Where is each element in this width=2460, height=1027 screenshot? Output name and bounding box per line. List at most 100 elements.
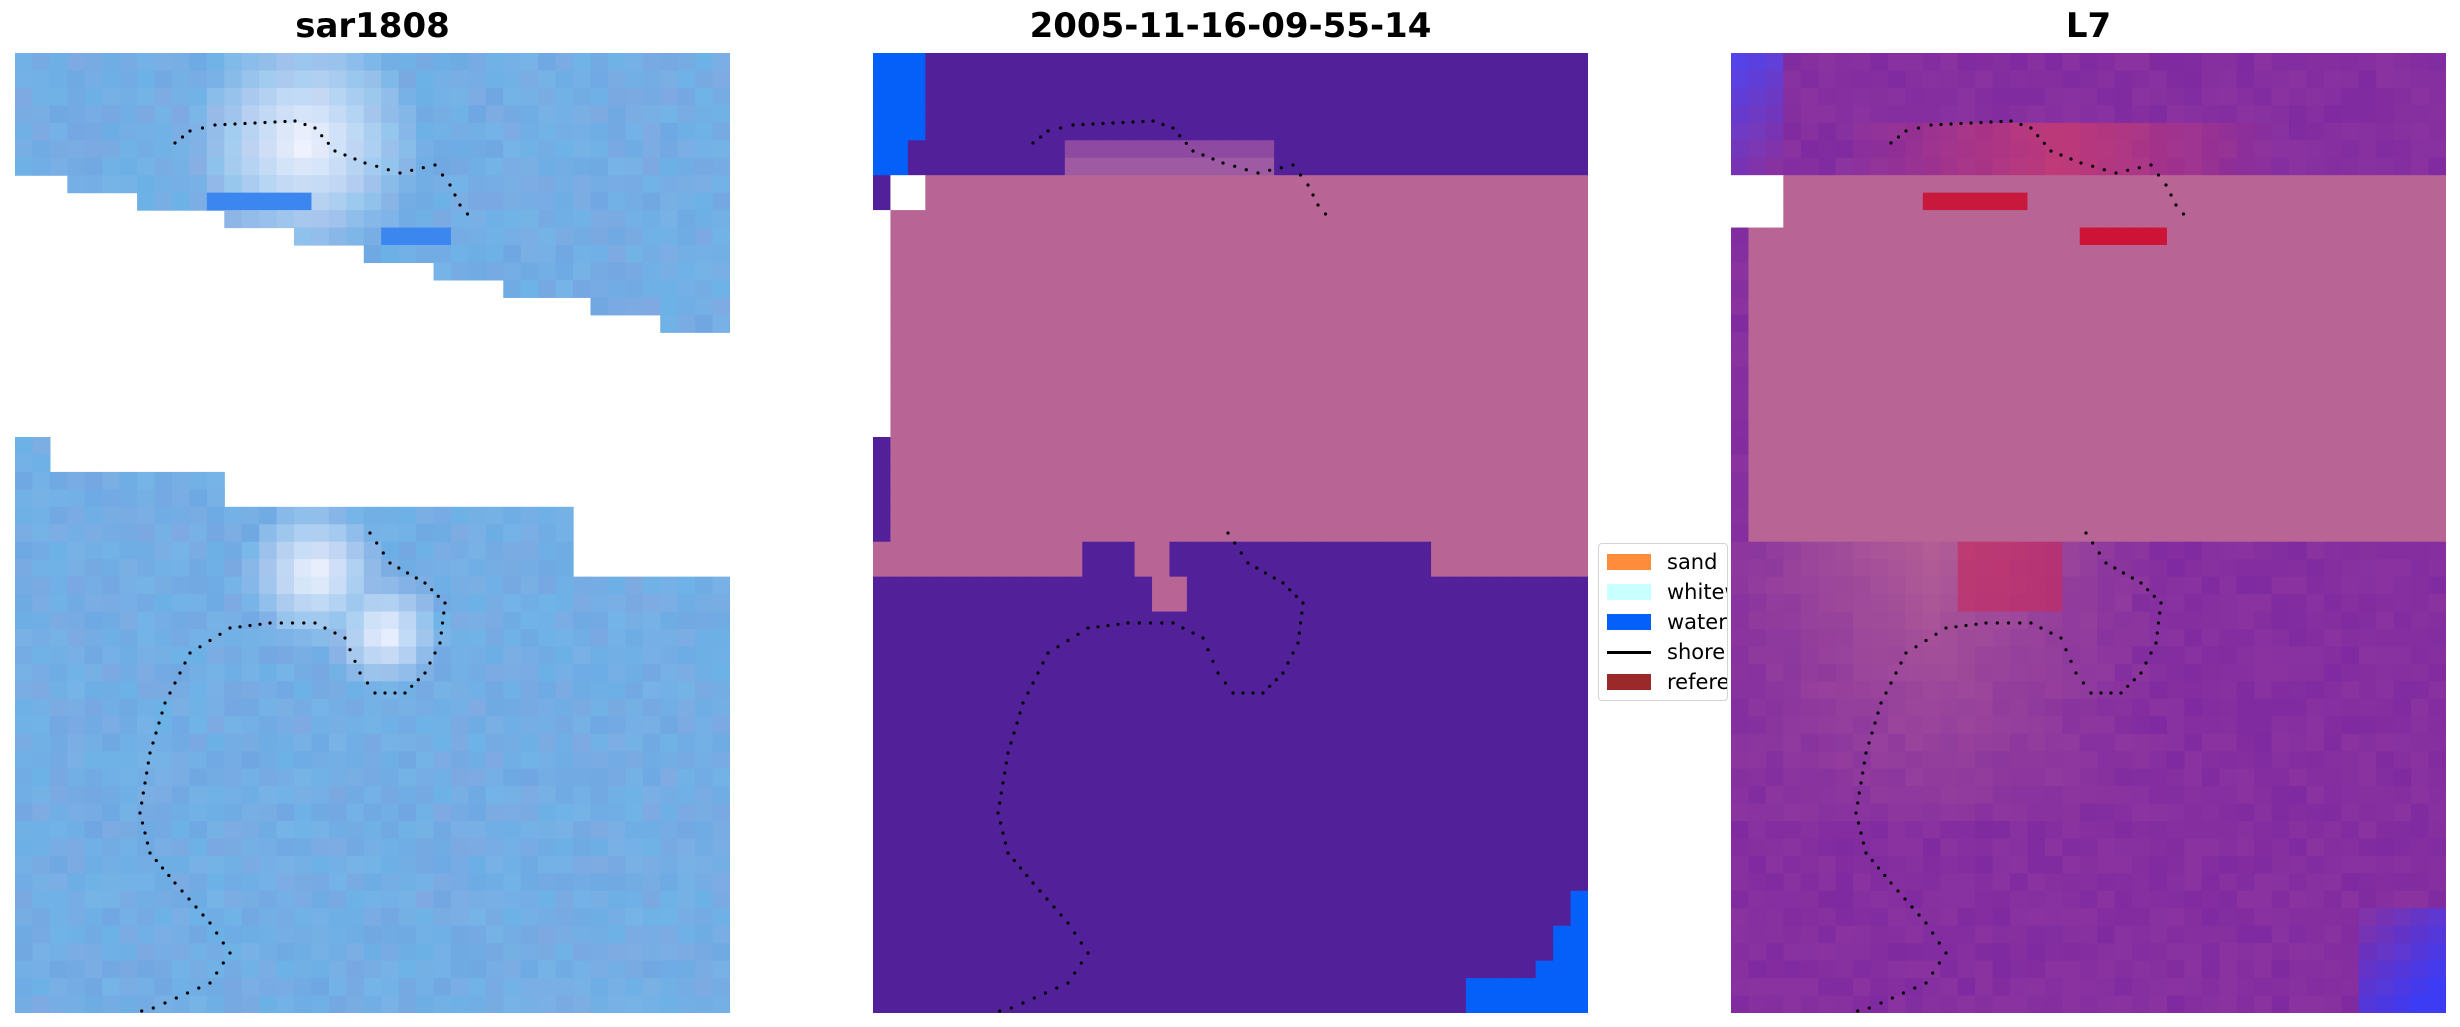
pixel-tile — [276, 192, 295, 211]
pixel-tile — [1431, 576, 1450, 595]
pixel-tile — [206, 646, 225, 665]
pixel-tile — [642, 262, 661, 281]
pixel-tile — [960, 716, 979, 735]
pixel-tile — [1448, 925, 1467, 944]
pixel-tile — [1518, 908, 1537, 927]
pixel-tile — [1082, 53, 1101, 72]
pixel-tile — [995, 855, 1014, 874]
pixel-tile — [450, 960, 470, 979]
pixel-tile — [1553, 245, 1572, 264]
pixel-tile — [2289, 122, 2308, 141]
pixel-tile — [381, 646, 400, 665]
pixel-tile — [1483, 402, 1502, 421]
pixel-tile — [573, 210, 592, 229]
pixel-tile — [1570, 454, 1588, 473]
pixel-tile — [1274, 419, 1293, 438]
pixel-tile — [450, 908, 470, 927]
pixel-tile — [102, 733, 121, 752]
pixel-tile — [1239, 803, 1258, 822]
pixel-tile — [2201, 314, 2220, 333]
pixel-tile — [2428, 297, 2446, 316]
pixel-tile — [1082, 157, 1101, 176]
shoreline-dot — [188, 129, 192, 133]
pixel-tile — [346, 53, 365, 72]
pixel-tile — [1239, 262, 1258, 281]
pixel-tile — [520, 53, 539, 72]
pixel-tile — [625, 838, 644, 857]
pixel-tile — [1975, 210, 1994, 229]
pixel-tile — [1870, 262, 1889, 281]
pixel-tile — [942, 681, 961, 700]
pixel-tile — [171, 821, 190, 840]
pixel-tile — [1343, 663, 1362, 682]
pixel-tile — [276, 629, 295, 648]
pixel-tile — [1152, 53, 1171, 72]
pixel-tile — [1082, 943, 1101, 962]
pixel-tile — [2097, 262, 2116, 281]
pixel-tile — [67, 105, 86, 124]
pixel-tile — [1274, 210, 1293, 229]
pixel-tile — [2149, 349, 2168, 368]
pixel-tile — [1204, 53, 1223, 72]
pixel-tile — [1361, 227, 1380, 246]
pixel-tile — [1256, 821, 1275, 840]
pixel-tile — [15, 437, 34, 456]
pixel-tile — [907, 314, 926, 333]
pixel-tile — [573, 908, 592, 927]
pixel-tile — [1291, 803, 1310, 822]
pixel-tile — [1152, 890, 1171, 909]
pixel-tile — [32, 53, 51, 72]
pixel-tile — [1396, 629, 1415, 648]
pixel-tile — [224, 873, 243, 892]
pixel-tile — [1465, 454, 1484, 473]
pixel-tile — [171, 978, 190, 997]
pixel-tile — [1483, 890, 1502, 909]
pixel-tile — [960, 821, 979, 840]
pixel-tile — [1326, 471, 1345, 490]
pixel-tile — [607, 733, 626, 752]
pixel-tile — [1099, 751, 1118, 770]
pixel-tile — [2236, 297, 2255, 316]
pixel-tile — [1378, 87, 1397, 106]
pixel-tile — [1518, 611, 1537, 630]
pixel-tile — [1047, 611, 1066, 630]
pixel-tile — [907, 698, 926, 717]
pixel-tile — [1853, 402, 1872, 421]
pixel-tile — [2184, 192, 2203, 211]
pixel-tile — [276, 890, 295, 909]
pixel-tile — [1483, 646, 1502, 665]
pixel-tile — [1169, 768, 1188, 787]
pixel-tile — [503, 890, 522, 909]
pixel-tile — [224, 140, 243, 159]
shoreline-dot — [1066, 921, 1070, 925]
pixel-tile — [1029, 646, 1048, 665]
pixel-tile — [2097, 227, 2116, 246]
pixel-tile — [590, 978, 609, 997]
panel-title-l7: L7 — [2065, 6, 2112, 46]
pixel-tile — [2184, 349, 2203, 368]
pixel-tile — [907, 157, 926, 176]
pixel-tile — [1483, 175, 1502, 194]
shoreline-dot — [248, 623, 252, 628]
pixel-tile — [381, 890, 400, 909]
pixel-tile — [677, 227, 696, 246]
pixel-tile — [1221, 279, 1240, 298]
pixel-tile — [137, 698, 156, 717]
pixel-tile — [2411, 384, 2430, 403]
shoreline-dot — [1274, 678, 1278, 682]
pixel-tile — [1047, 768, 1066, 787]
pixel-tile — [890, 332, 909, 351]
pixel-tile — [1448, 855, 1467, 874]
pixel-tile — [625, 681, 644, 700]
pixel-tile — [1047, 279, 1066, 298]
pixel-tile — [1975, 384, 1994, 403]
pixel-tile — [1957, 140, 1976, 159]
pixel-tile — [1940, 262, 1959, 281]
pixel-tile — [1535, 698, 1554, 717]
pixel-tile — [2027, 105, 2046, 124]
pixel-tile — [1239, 314, 1258, 333]
pixel-tile — [1029, 559, 1048, 578]
shoreline-dot — [1031, 881, 1035, 885]
pixel-tile — [276, 821, 295, 840]
pixel-tile — [32, 541, 51, 560]
